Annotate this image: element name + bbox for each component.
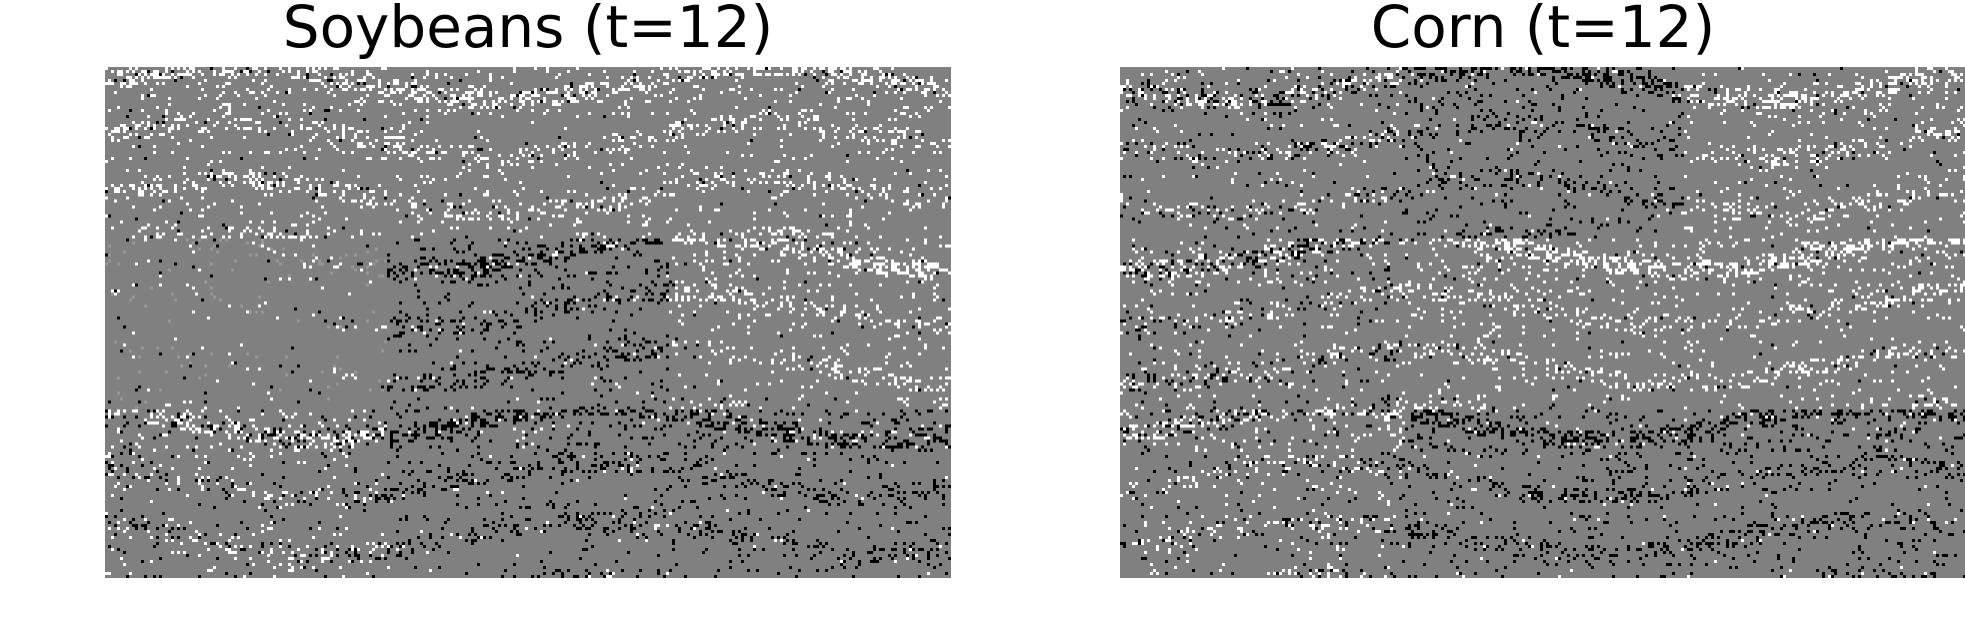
panel-title-soybeans: Soybeans (t=12)	[282, 0, 774, 61]
heatmap-soybeans	[105, 67, 951, 578]
heatmap-corn	[1120, 67, 1965, 578]
panel-title-corn: Corn (t=12)	[1370, 0, 1716, 61]
